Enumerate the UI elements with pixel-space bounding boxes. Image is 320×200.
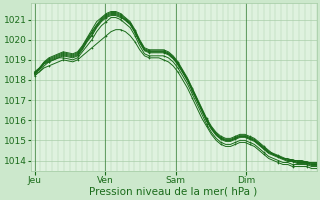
X-axis label: Pression niveau de la mer( hPa ): Pression niveau de la mer( hPa ) xyxy=(90,187,258,197)
